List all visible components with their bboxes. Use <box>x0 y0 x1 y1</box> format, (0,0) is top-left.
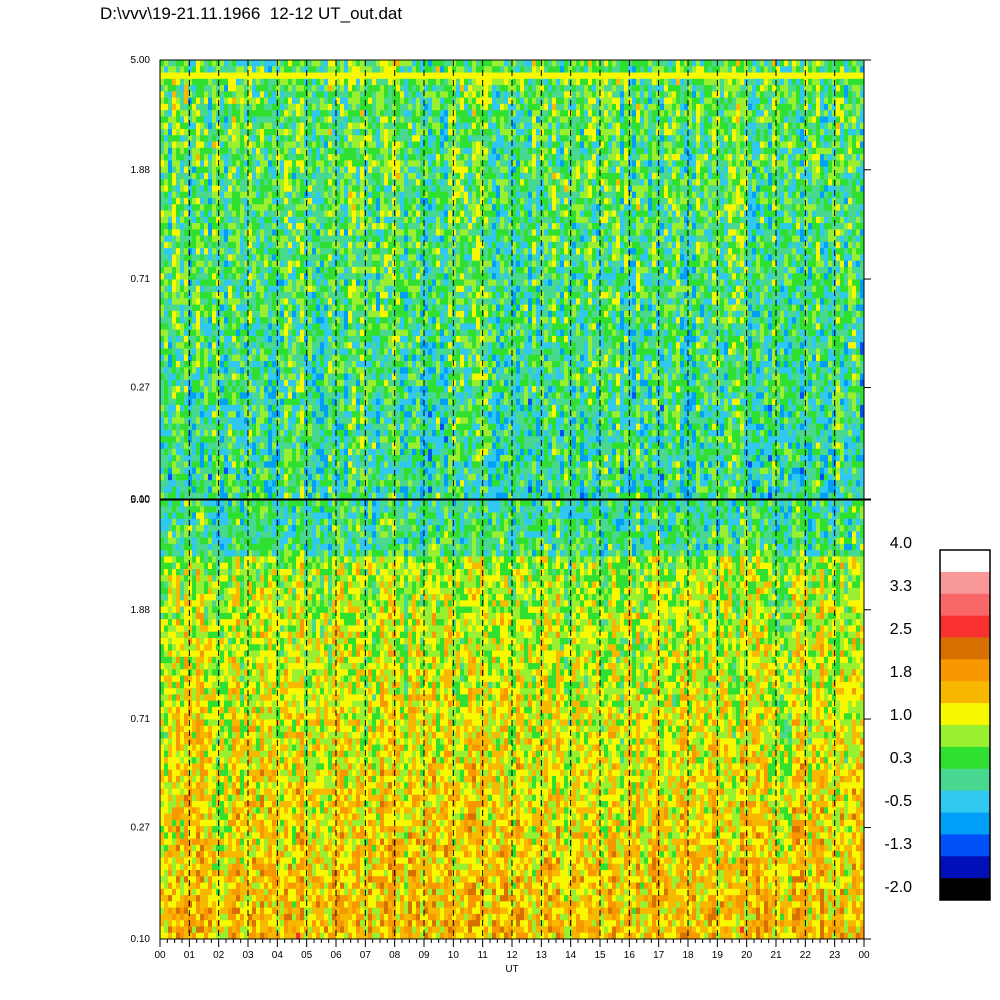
colorbar-label: 1.8 <box>890 664 912 681</box>
colorbar-swatch <box>940 768 990 791</box>
x-tick-label: 23 <box>829 950 841 961</box>
y-tick-label: 0.71 <box>131 714 151 725</box>
y-tick-label: 1.88 <box>131 605 151 616</box>
chart-title: D:\vvv\19-21.11.1966 12-12 UT_out.dat <box>100 4 402 24</box>
x-tick-label: 05 <box>301 950 313 961</box>
y-tick-label: 0.10 <box>131 494 151 505</box>
x-tick-label: 08 <box>389 950 401 961</box>
colorbar-label: 3.3 <box>890 578 912 595</box>
x-axis: 00 01 02 03 04 05 06 07 08 09 10 11 12 13 14 15 16 17 18 19… <box>154 939 870 961</box>
colorbar-swatch <box>940 834 990 857</box>
colorbar-label: 4.0 <box>890 535 912 552</box>
colorbar-swatch <box>940 812 990 835</box>
x-tick-label: 01 <box>184 950 196 961</box>
colorbar-swatch <box>940 703 990 726</box>
colorbar-swatch <box>940 571 990 595</box>
y-tick-label: 0.27 <box>131 823 151 834</box>
y-tick-label: 0.71 <box>131 274 151 285</box>
colorbar: 4.0 3.3 2.5 1.8 1.0 0.3 -0.5 -1.3 -2.0 <box>884 535 991 901</box>
y-tick-label: 0.10 <box>131 934 151 945</box>
x-tick-label: 19 <box>712 950 724 961</box>
colorbar-swatch <box>940 878 990 901</box>
x-tick-label: 11 <box>477 950 488 961</box>
colorbar-label: -0.5 <box>884 793 912 810</box>
colorbar-label: 1.0 <box>890 707 912 724</box>
lower-panel: 5.00 1.88 0.71 0.27 0.10 <box>131 495 871 945</box>
x-tick-label: 03 <box>242 950 254 961</box>
x-tick-label: 09 <box>418 950 430 961</box>
colorbar-swatch <box>940 681 990 704</box>
colorbar-label: -2.0 <box>884 879 912 896</box>
x-tick-label: 07 <box>360 950 372 961</box>
x-tick-label: 00 <box>858 950 870 961</box>
colorbar-swatch <box>940 659 990 682</box>
x-tick-label: 20 <box>741 950 753 961</box>
x-tick-label: 14 <box>565 950 577 961</box>
y-tick-label: 1.88 <box>131 165 151 176</box>
y-tick-label: 0.27 <box>131 383 151 394</box>
upper-panel: 5.00 1.88 0.71 0.27 0.10 <box>131 55 871 505</box>
colorbar-swatch <box>940 725 990 748</box>
x-tick-label: 17 <box>653 950 665 961</box>
colorbar-swatch <box>940 593 990 616</box>
x-tick-label: 15 <box>594 950 606 961</box>
colorbar-frame <box>939 549 991 901</box>
x-tick-label: 12 <box>506 950 518 961</box>
colorbar-label: 2.5 <box>890 621 912 638</box>
x-tick-label: 04 <box>272 950 284 961</box>
colorbar-swatch <box>940 615 990 638</box>
colorbar-swatch <box>940 790 990 813</box>
colorbar-swatch <box>940 856 990 879</box>
x-tick-label: 06 <box>330 950 342 961</box>
x-tick-label: 22 <box>800 950 812 961</box>
x-tick-label: 00 <box>154 950 166 961</box>
colorbar-swatch <box>940 637 990 660</box>
x-axis-label: UT <box>505 964 518 975</box>
x-tick-label: 02 <box>213 950 225 961</box>
x-tick-label: 13 <box>536 950 548 961</box>
y-tick-label: 5.00 <box>131 495 151 506</box>
x-tick-label: 21 <box>770 950 782 961</box>
x-tick-label: 10 <box>448 950 460 961</box>
y-tick-label: 5.00 <box>131 55 151 66</box>
colorbar-label: -1.3 <box>884 836 912 853</box>
colorbar-swatch <box>940 746 990 770</box>
colorbar-label: 0.3 <box>890 750 912 767</box>
x-tick-label: 18 <box>682 950 694 961</box>
colorbar-swatch <box>940 550 990 573</box>
x-tick-label: 16 <box>624 950 636 961</box>
